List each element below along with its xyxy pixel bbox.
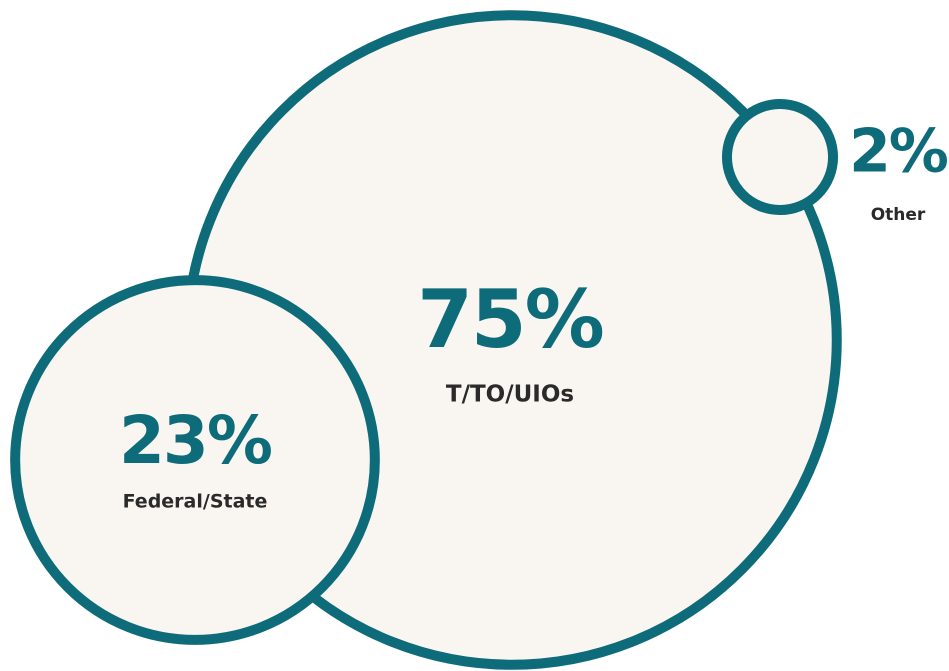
value-label: 75%: [417, 273, 602, 366]
value-label: 2%: [849, 117, 948, 187]
bubble: [721, 98, 839, 216]
category-label: Federal/State: [123, 491, 268, 513]
category-label: T/TO/UIOs: [446, 382, 574, 408]
bubble: [10, 275, 380, 645]
value-label: 23%: [119, 402, 272, 479]
category-label: Other: [871, 205, 926, 225]
